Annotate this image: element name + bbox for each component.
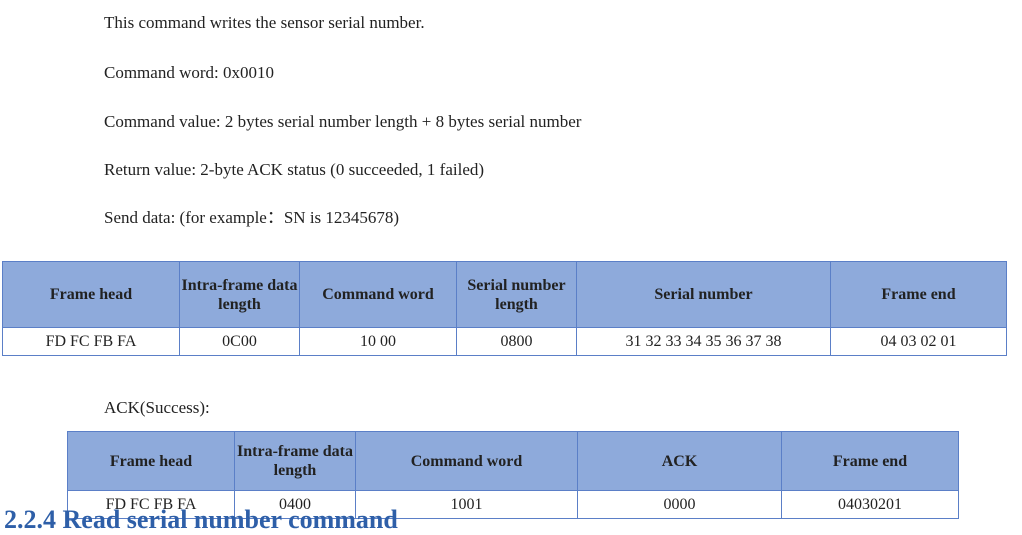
intro-text: This command writes the sensor serial nu… [104,13,425,32]
header-intra-frame-length: Intra-frame data length [179,261,300,328]
header-serial-number-length: Serial number length [456,261,577,328]
header-ack: ACK [577,431,782,491]
cell-ack: 0000 [577,490,782,519]
cell-command-word: 10 00 [299,327,457,356]
cell-intra-frame-length: 0C00 [179,327,300,356]
table-row: FD FC FB FA 0C00 10 00 0800 31 32 33 34 … [2,327,1007,356]
return-value-text: Return value: 2-byte ACK status (0 succe… [104,160,485,179]
header-frame-head: Frame head [2,261,180,328]
command-value-text: Command value: 2 bytes serial number len… [104,112,582,131]
header-command-word: Command word [299,261,457,328]
ack-table: Frame head Intra-frame data length Comma… [67,431,959,519]
header-frame-end: Frame end [781,431,959,491]
table-row: FD FC FB FA 0400 1001 0000 04030201 [67,490,959,519]
cell-frame-head: FD FC FB FA [67,490,235,519]
cell-frame-end: 04030201 [781,490,959,519]
header-command-word: Command word [355,431,578,491]
cell-command-word: 1001 [355,490,578,519]
cell-frame-end: 04 03 02 01 [830,327,1007,356]
section-heading: 2.2.4 Read serial number command [4,505,398,534]
header-serial-number: Serial number [576,261,831,328]
header-frame-end: Frame end [830,261,1007,328]
ack-success-label: ACK(Success): [104,398,210,417]
cell-serial-number-length: 0800 [456,327,577,356]
table-header-row: Frame head Intra-frame data length Comma… [2,261,1007,328]
header-intra-frame-length: Intra-frame data length [234,431,356,491]
header-frame-head: Frame head [67,431,235,491]
cell-serial-number: 31 32 33 34 35 36 37 38 [576,327,831,356]
send-data-table: Frame head Intra-frame data length Comma… [2,261,1007,356]
send-data-text: Send data: (for example：SN is 12345678) [104,208,400,227]
cell-frame-head: FD FC FB FA [2,327,180,356]
command-word-text: Command word: 0x0010 [104,63,274,82]
cell-intra-frame-length: 0400 [234,490,356,519]
table-header-row: Frame head Intra-frame data length Comma… [67,431,959,491]
